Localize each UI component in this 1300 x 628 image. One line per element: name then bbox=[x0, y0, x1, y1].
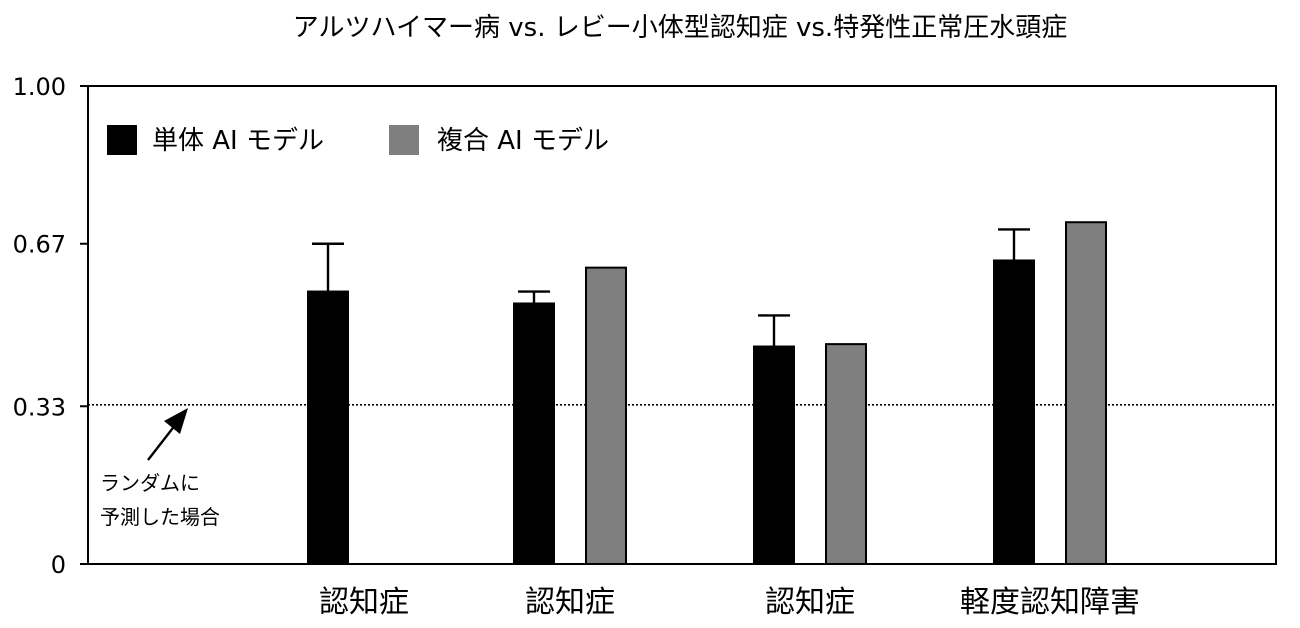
chart-title: アルツハイマー病 vs. レビー小体型認知症 vs.特発性正常圧水頭症 bbox=[293, 13, 1067, 43]
plot-frame bbox=[87, 85, 1277, 565]
bar-single-model bbox=[753, 345, 795, 566]
bar-single-model bbox=[513, 302, 555, 565]
y-tick-label: 1.00 bbox=[13, 73, 66, 101]
bar-single-model bbox=[307, 290, 349, 565]
y-axis-ticks: 1.00 0.67 0.33 0 bbox=[13, 73, 88, 579]
annotation-line-1: ランダムに bbox=[100, 471, 200, 495]
legend-swatch-single-model bbox=[107, 125, 137, 155]
category-label: 認知症 bbox=[765, 585, 855, 620]
category-label: 軽度認知障害 bbox=[960, 585, 1140, 620]
bar-single-model bbox=[993, 259, 1035, 565]
y-tick-label: 0.67 bbox=[13, 231, 66, 259]
bar-combined-model bbox=[1065, 221, 1107, 565]
bars bbox=[307, 221, 1107, 566]
bar-combined-model bbox=[825, 343, 867, 565]
bar-combined-model bbox=[585, 266, 627, 565]
random-annotation: ランダムに 予測した場合 bbox=[100, 408, 220, 529]
annotation-arrow-shaft bbox=[147, 423, 177, 461]
legend-swatch-combined-model bbox=[389, 125, 419, 155]
legend: 単体 AI モデル 複合 AI モデル bbox=[107, 125, 609, 156]
y-tick-label: 0.33 bbox=[13, 393, 66, 421]
category-label: 認知症 bbox=[319, 585, 409, 620]
annotation-arrow-head bbox=[164, 408, 188, 434]
y-tick-label: 0 bbox=[51, 551, 66, 579]
category-label: 認知症 bbox=[525, 585, 615, 620]
legend-label-combined-model: 複合 AI モデル bbox=[437, 126, 609, 156]
x-axis-category-labels: 認知症 認知症 認知症 軽度認知障害 bbox=[319, 585, 1140, 620]
legend-label-single-model: 単体 AI モデル bbox=[152, 126, 324, 156]
annotation-line-2: 予測した場合 bbox=[100, 505, 220, 529]
error-bars bbox=[312, 228, 1030, 347]
